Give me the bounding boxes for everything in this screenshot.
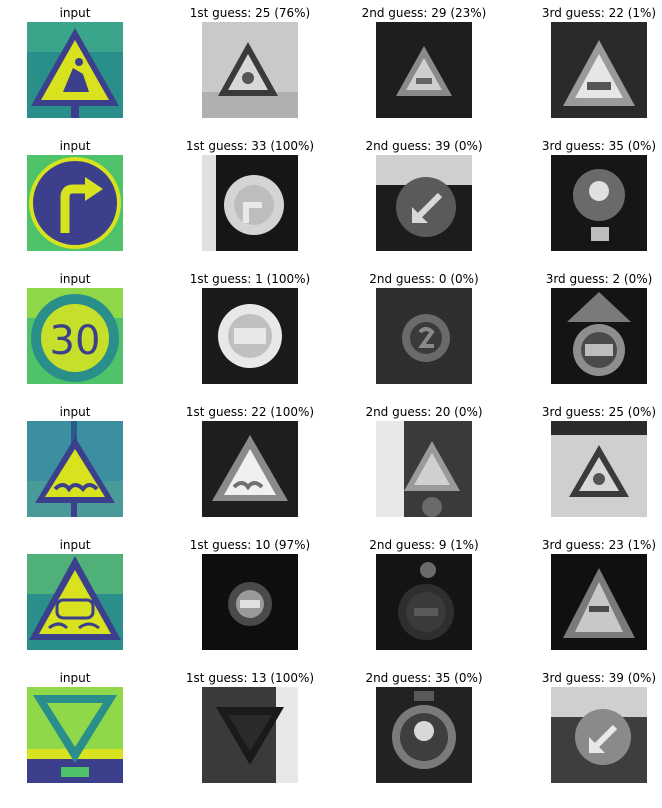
guess-1-title: 1st guess: 25 (76%) [189, 6, 311, 20]
guess-2-title: 2nd guess: 20 (0%) [365, 405, 483, 419]
guess-1-title: 1st guess: 10 (97%) [189, 538, 311, 552]
guess-3-image [551, 22, 647, 118]
guess-3-image [551, 421, 647, 517]
guess-1-image [202, 554, 298, 650]
guess-2-title: 2nd guess: 35 (0%) [365, 671, 483, 685]
guess-1-image [202, 687, 298, 783]
input-title: input [59, 405, 91, 419]
guess-2-image [376, 22, 472, 118]
guess-1-title: 1st guess: 33 (100%) [185, 139, 315, 153]
guess-3-image [551, 155, 647, 251]
guess-3-title: 3rd guess: 35 (0%) [541, 139, 657, 153]
guess-3-title: 3rd guess: 22 (1%) [541, 6, 657, 20]
input-title: input [59, 671, 91, 685]
input-title: input [59, 139, 91, 153]
guess-1-image [202, 155, 298, 251]
guess-1-image [202, 288, 298, 384]
guess-2-image [376, 421, 472, 517]
input-image [27, 687, 123, 783]
guess-3-image [551, 288, 647, 384]
guess-1-title: 1st guess: 13 (100%) [185, 671, 315, 685]
guess-3-image [551, 687, 647, 783]
guess-2-title: 2nd guess: 9 (1%) [369, 538, 479, 552]
input-image: 30 [27, 288, 123, 384]
input-title: input [59, 6, 91, 20]
input-image [27, 22, 123, 118]
guess-3-title: 3rd guess: 39 (0%) [541, 671, 657, 685]
guess-2-title: 2nd guess: 39 (0%) [365, 139, 483, 153]
guess-2-image [376, 288, 472, 384]
guess-2-image [376, 155, 472, 251]
input-title: input [59, 538, 91, 552]
input-image [27, 421, 123, 517]
input-image [27, 554, 123, 650]
guess-1-title: 1st guess: 1 (100%) [189, 272, 311, 286]
input-title: input [59, 272, 91, 286]
guess-2-image [376, 687, 472, 783]
guess-1-image [202, 22, 298, 118]
input-image [27, 155, 123, 251]
guess-2-title: 2nd guess: 29 (23%) [361, 6, 487, 20]
guess-1-image [202, 421, 298, 517]
speed-limit-text: 30 [50, 318, 101, 364]
guess-3-title: 3rd guess: 25 (0%) [541, 405, 657, 419]
guess-3-title: 3rd guess: 2 (0%) [545, 272, 653, 286]
guess-1-title: 1st guess: 22 (100%) [185, 405, 315, 419]
guess-3-title: 3rd guess: 23 (1%) [541, 538, 657, 552]
guess-2-image [376, 554, 472, 650]
guess-3-image [551, 554, 647, 650]
guess-2-title: 2nd guess: 0 (0%) [369, 272, 479, 286]
